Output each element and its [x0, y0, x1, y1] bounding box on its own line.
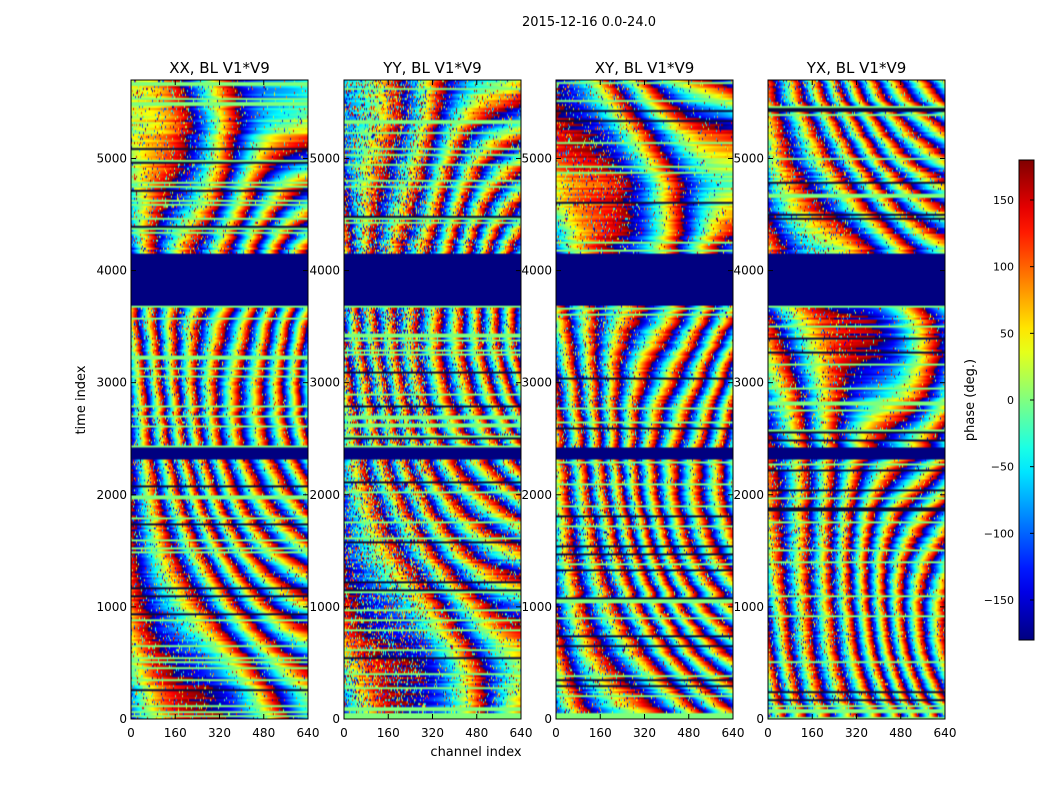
- colorbar: −150 −100 −50 0 50 100 150: [984, 159, 1035, 641]
- y-tick-label: 5000: [96, 151, 127, 165]
- x-tick-label: 480: [465, 726, 488, 740]
- x-axis-label: channel index: [430, 745, 521, 760]
- y-tick-label: 1000: [733, 600, 764, 614]
- y-tick-label: 3000: [309, 376, 340, 390]
- y-tick-label: 2000: [96, 488, 127, 502]
- panel-4: YX, BL V1*V9 0 160 320 480 640 0 1000 2000 3000 40…: [733, 59, 956, 740]
- panel-title: YY, BL V1*V9: [382, 59, 481, 77]
- x-tick-label: 0: [552, 726, 560, 740]
- colorbar-tick-label: 0: [1007, 394, 1014, 407]
- panel-title: XX, BL V1*V9: [169, 59, 270, 77]
- colorbar-tick-label: −100: [984, 527, 1014, 540]
- y-tick-label: 0: [756, 712, 764, 726]
- x-tick-label: 480: [252, 726, 275, 740]
- x-tick-label: 160: [589, 726, 612, 740]
- colorbar-tick-label: 150: [993, 194, 1014, 207]
- panels: XX, BL V1*V9 0 160 320 480 640 0 1000 2000 3000 40…: [96, 59, 956, 740]
- x-tick-label: 0: [764, 726, 772, 740]
- colorbar-tick-label: 100: [993, 261, 1014, 274]
- y-tick-label: 5000: [733, 151, 764, 165]
- phase-heatmap-image: [131, 80, 308, 719]
- y-tick-label: 1000: [521, 600, 552, 614]
- y-tick-label: 4000: [733, 264, 764, 278]
- panel-3: XY, BL V1*V9 0 160 320 480 640 0 1000 2000 3000 40…: [521, 59, 744, 740]
- y-tick-label: 4000: [521, 264, 552, 278]
- panel-2: YY, BL V1*V9 0 160 320 480 640 0 1000 2000 3000 40…: [309, 59, 532, 740]
- x-tick-label: 320: [208, 726, 231, 740]
- y-tick-label: 0: [119, 712, 127, 726]
- x-tick-label: 480: [677, 726, 700, 740]
- x-tick-label: 640: [934, 726, 957, 740]
- phase-heatmap-image: [768, 80, 945, 719]
- colorbar-label: phase (deg.): [963, 359, 978, 441]
- x-tick-label: 160: [164, 726, 187, 740]
- y-tick-label: 1000: [96, 600, 127, 614]
- colorbar-tick-label: 50: [1000, 327, 1014, 340]
- figure-suptitle: 2015-12-16 0.0-24.0: [522, 15, 656, 30]
- x-tick-label: 0: [340, 726, 348, 740]
- x-tick-label: 0: [127, 726, 135, 740]
- x-tick-label: 160: [801, 726, 824, 740]
- x-tick-label: 320: [633, 726, 656, 740]
- y-tick-label: 2000: [733, 488, 764, 502]
- panel-title: XY, BL V1*V9: [595, 59, 695, 77]
- y-tick-label: 3000: [96, 376, 127, 390]
- y-tick-label: 4000: [96, 264, 127, 278]
- y-tick-label: 2000: [521, 488, 552, 502]
- colorbar-tick-label: −50: [991, 461, 1014, 474]
- panel-1: XX, BL V1*V9 0 160 320 480 640 0 1000 2000 3000 40…: [96, 59, 319, 740]
- y-tick-label: 5000: [309, 151, 340, 165]
- y-tick-label: 1000: [309, 600, 340, 614]
- x-tick-label: 480: [889, 726, 912, 740]
- panel-title: YX, BL V1*V9: [806, 59, 907, 77]
- x-tick-label: 160: [377, 726, 400, 740]
- y-axis-label: time index: [74, 365, 89, 434]
- phase-heatmap-image: [556, 80, 733, 719]
- y-tick-label: 4000: [309, 264, 340, 278]
- phase-heatmap-image: [344, 80, 521, 719]
- colorbar-tick-label: −150: [984, 594, 1014, 607]
- y-tick-label: 2000: [309, 488, 340, 502]
- y-tick-label: 0: [332, 712, 340, 726]
- x-tick-label: 320: [845, 726, 868, 740]
- y-tick-label: 3000: [733, 376, 764, 390]
- y-tick-label: 0: [544, 712, 552, 726]
- x-tick-label: 640: [722, 726, 745, 740]
- x-tick-label: 640: [297, 726, 320, 740]
- x-tick-label: 640: [510, 726, 533, 740]
- y-tick-label: 5000: [521, 151, 552, 165]
- y-tick-label: 3000: [521, 376, 552, 390]
- x-tick-label: 320: [421, 726, 444, 740]
